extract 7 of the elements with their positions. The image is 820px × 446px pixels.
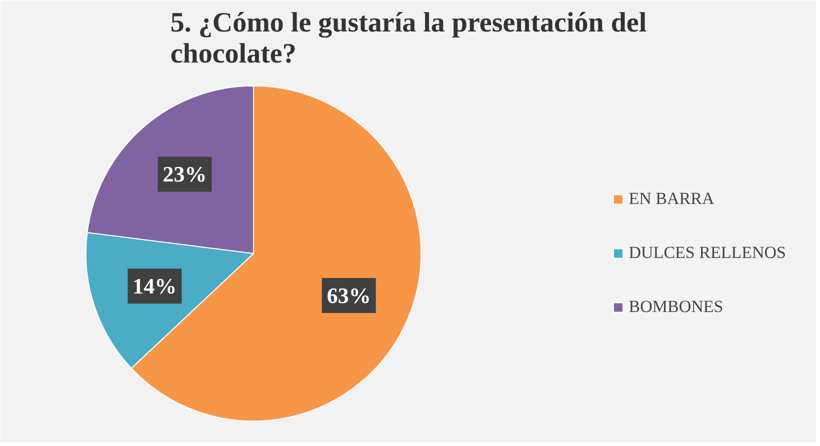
legend-label: DULCES RELLENOS bbox=[628, 243, 786, 263]
data-label: 23% bbox=[162, 162, 207, 187]
data-label: 63% bbox=[326, 282, 371, 308]
data-label: 14% bbox=[132, 274, 177, 299]
legend-label: EN BARRA bbox=[628, 189, 714, 209]
chart-title: 5. ¿Cómo le gustaría la presentación del chocolate? bbox=[170, 8, 647, 70]
legend-label: BOMBONES bbox=[628, 297, 724, 317]
